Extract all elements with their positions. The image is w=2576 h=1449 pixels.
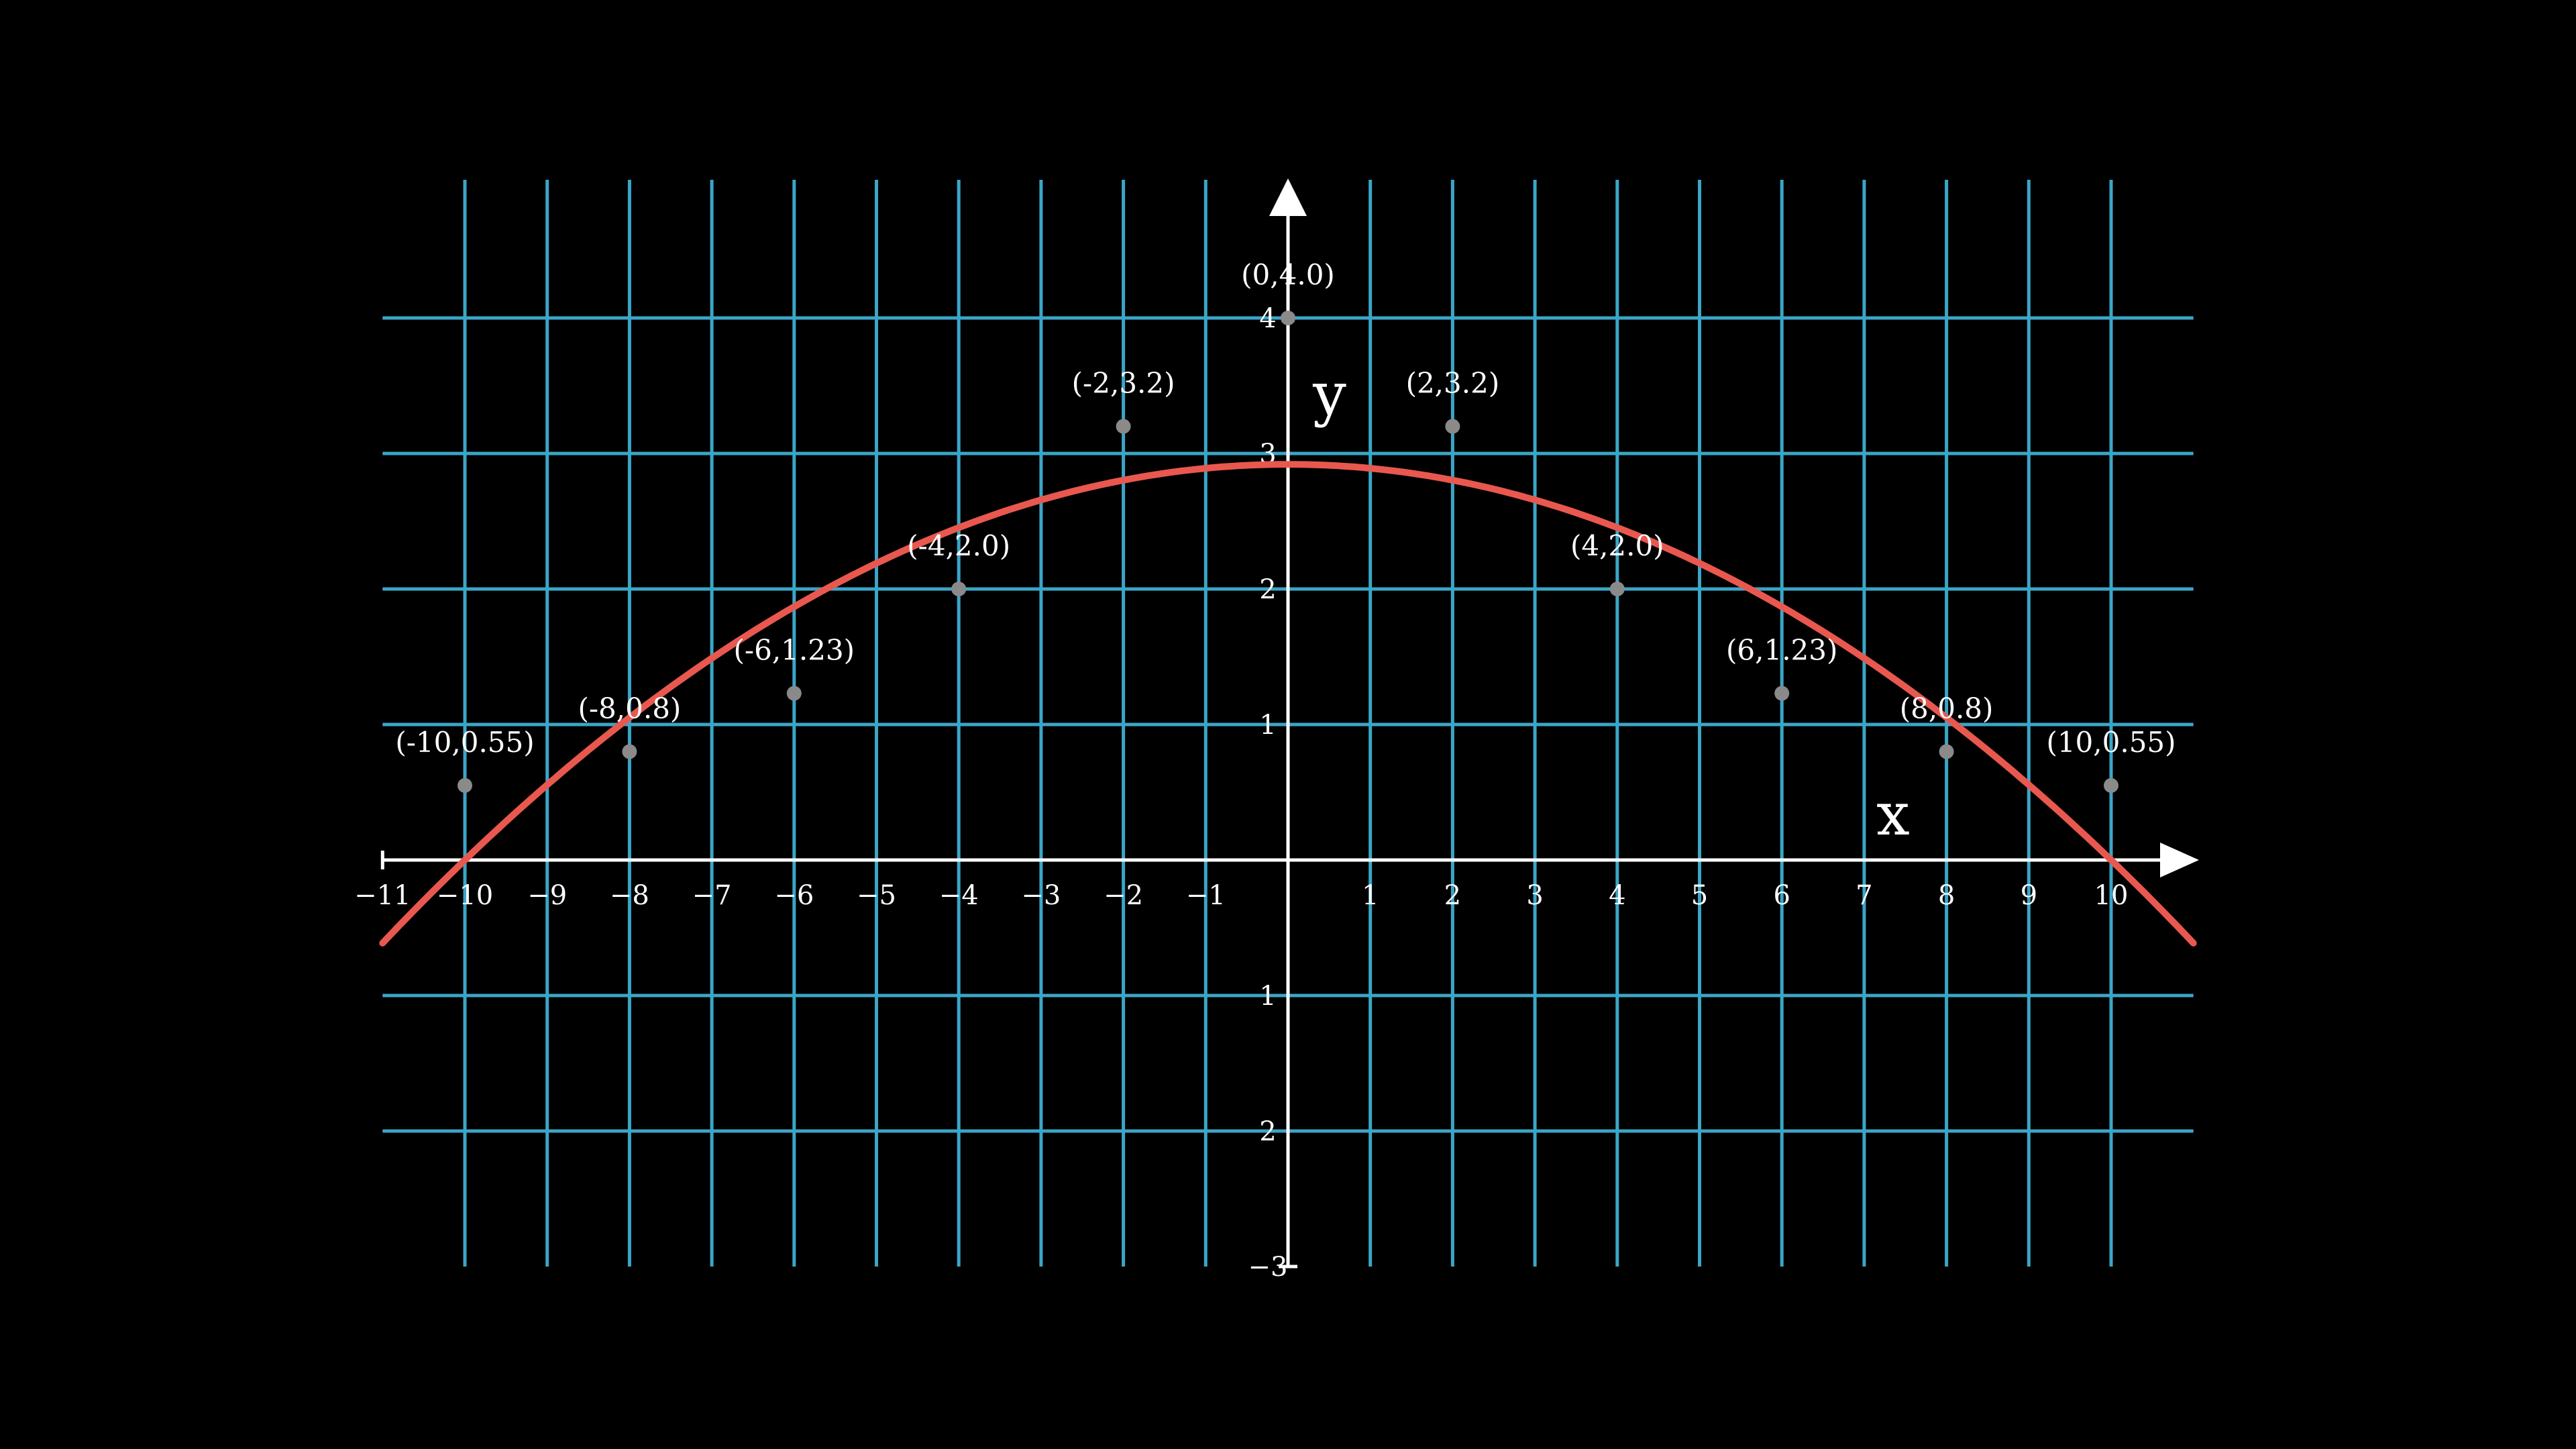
x-axis-label: x	[1876, 780, 1910, 849]
y-tick-label: −3	[1248, 1252, 1288, 1283]
data-point	[1116, 419, 1131, 434]
y-axis-label: y	[1312, 360, 1346, 429]
x-tick-label: 5	[1691, 880, 1708, 911]
x-tick-label: 3	[1526, 880, 1543, 911]
x-tick-label: −4	[939, 880, 979, 911]
x-tick-label: −11	[354, 880, 411, 911]
axes	[380, 178, 2199, 1269]
data-point	[1445, 419, 1460, 434]
x-tick-label: −3	[1021, 880, 1061, 911]
data-point-label: (-6,1.23)	[734, 634, 855, 667]
tick-labels: −11 −10 −9 −8 −7 −6 −5 −4 −3 −2 −1 1 2 3 4 5 6 7 8 9 1043211…	[354, 303, 2128, 1283]
x-tick-label: −10	[437, 880, 493, 911]
data-point	[2104, 777, 2118, 793]
x-tick-label: 6	[1773, 880, 1790, 911]
data-point	[1774, 686, 1790, 701]
data-point-label: (4,2.0)	[1570, 529, 1664, 562]
x-tick-label: 10	[2094, 880, 2129, 911]
x-tick-label: 4	[1609, 880, 1625, 911]
data-point	[1939, 744, 1954, 759]
x-axis-arrow	[2160, 843, 2199, 877]
x-tick-label: −6	[774, 880, 814, 911]
x-tick-label: 9	[2021, 880, 2037, 911]
x-tick-label: −1	[1186, 880, 1226, 911]
y-tick-label: 2	[1259, 574, 1276, 605]
data-points: (-10,0.55) (-8,0.8) (-6,1.23) (-4,2.0) (-2,3…	[395, 258, 2176, 793]
x-tick-label: −7	[692, 880, 732, 911]
x-tick-label: −9	[527, 880, 567, 911]
data-point	[458, 777, 472, 793]
x-tick-label: 2	[1444, 880, 1461, 911]
data-point-label: (-8,0.8)	[578, 692, 681, 724]
data-point-label: (2,3.2)	[1406, 367, 1500, 400]
y-axis-arrow	[1269, 178, 1307, 216]
data-point-label: (-10,0.55)	[395, 726, 534, 759]
x-tick-label: 1	[1362, 880, 1379, 911]
x-tick-label: 7	[1856, 880, 1872, 911]
data-point	[622, 744, 637, 759]
data-point	[1281, 311, 1295, 325]
fit-curve-layer	[379, 461, 2197, 947]
data-point-label: (10,0.55)	[2046, 726, 2176, 759]
data-point-label: (-4,2.0)	[907, 529, 1010, 562]
data-point	[786, 686, 802, 701]
y-tick-label: 1	[1259, 981, 1276, 1012]
data-point	[1609, 582, 1625, 596]
y-tick-label: 2	[1259, 1116, 1276, 1147]
x-tick-label: −2	[1104, 880, 1143, 911]
data-point-label: (0,4.0)	[1241, 258, 1335, 291]
data-point-label: (8,0.8)	[1900, 692, 1994, 724]
y-tick-label: 1	[1259, 710, 1276, 741]
data-point	[951, 582, 967, 596]
x-tick-label: −5	[857, 880, 896, 911]
data-point-label: (6,1.23)	[1726, 634, 1837, 667]
data-point-label: (-2,3.2)	[1072, 367, 1175, 400]
x-tick-label: 8	[1938, 880, 1955, 911]
fit-curve	[379, 461, 2197, 947]
y-tick-label: 4	[1259, 303, 1276, 334]
x-tick-label: −8	[610, 880, 649, 911]
